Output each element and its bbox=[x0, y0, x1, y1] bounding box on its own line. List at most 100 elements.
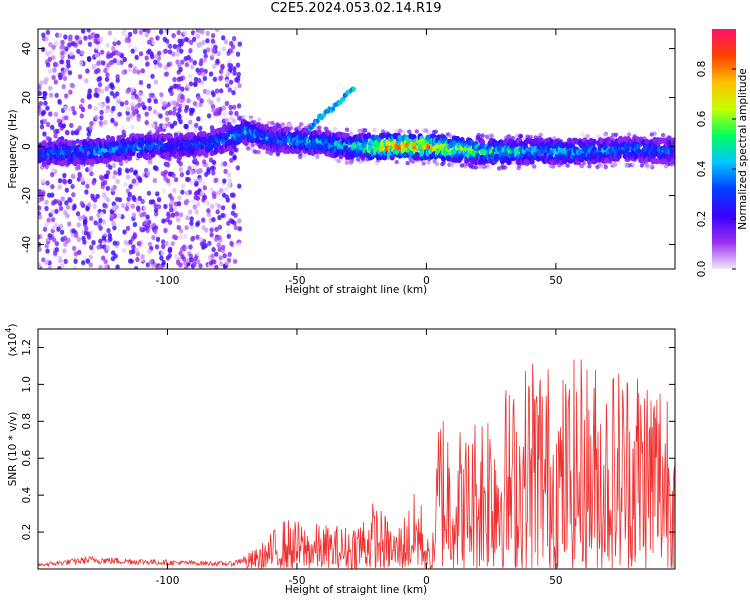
noise-blob bbox=[147, 105, 152, 112]
noise-blob bbox=[585, 133, 590, 139]
noise-blob bbox=[532, 164, 537, 169]
noise-blob bbox=[71, 174, 76, 180]
colorbar-tick-label: 0.4 bbox=[696, 160, 708, 177]
noise-blob bbox=[145, 61, 150, 67]
noise-blob bbox=[87, 88, 93, 94]
noise-blob bbox=[222, 253, 227, 259]
noise-blob bbox=[38, 234, 41, 240]
noise-blob bbox=[210, 33, 216, 39]
noise-blob bbox=[166, 62, 171, 68]
noise-blob bbox=[206, 47, 211, 53]
noise-blob bbox=[208, 260, 214, 266]
noise-blob bbox=[177, 113, 182, 119]
noise-blob bbox=[64, 187, 70, 193]
noise-blob bbox=[459, 163, 464, 168]
noise-blob bbox=[93, 38, 98, 44]
noise-blob bbox=[220, 244, 226, 250]
noise-blob bbox=[178, 250, 183, 256]
noise-blob bbox=[117, 111, 122, 117]
noise-blob bbox=[44, 222, 49, 228]
noise-blob bbox=[181, 102, 186, 108]
noise-blob bbox=[62, 179, 68, 185]
ridge-blob bbox=[560, 142, 566, 149]
ridge-blob bbox=[602, 144, 608, 151]
noise-blob bbox=[48, 85, 53, 91]
noise-blob bbox=[80, 98, 85, 104]
noise-blob bbox=[110, 117, 115, 123]
noise-blob bbox=[116, 51, 122, 57]
noise-blob bbox=[190, 236, 195, 242]
noise-blob bbox=[84, 189, 89, 195]
noise-blob bbox=[161, 243, 166, 250]
noise-blob bbox=[280, 122, 286, 127]
noise-blob bbox=[178, 228, 184, 234]
noise-blob bbox=[134, 54, 139, 61]
noise-blob bbox=[196, 95, 201, 101]
noise-blob bbox=[233, 85, 238, 91]
noise-blob bbox=[227, 87, 232, 93]
noise-blob bbox=[137, 176, 142, 182]
spectrogram-panel: -100 -50 0 50 -40 -20 0 20 40 Height of straigh… bbox=[7, 28, 676, 296]
noise-blob bbox=[236, 71, 241, 77]
noise-blob bbox=[148, 92, 153, 98]
noise-blob bbox=[65, 213, 70, 219]
x-tick-label: -100 bbox=[156, 275, 180, 287]
noise-blob bbox=[45, 248, 50, 254]
noise-blob bbox=[69, 122, 74, 128]
noise-blob bbox=[66, 237, 71, 243]
noise-blob bbox=[160, 250, 165, 256]
noise-blob bbox=[42, 95, 47, 101]
noise-blob bbox=[128, 258, 133, 264]
ridge-blob bbox=[366, 132, 372, 139]
noise-blob bbox=[91, 180, 96, 186]
noise-blob bbox=[70, 183, 75, 190]
noise-blob bbox=[40, 46, 46, 53]
noise-blob bbox=[112, 37, 118, 43]
noise-blob bbox=[186, 55, 191, 61]
noise-blob bbox=[221, 105, 226, 111]
noise-blob bbox=[130, 94, 136, 100]
noise-blob bbox=[140, 68, 145, 74]
noise-blob bbox=[63, 67, 69, 73]
colorbar-tick-label: 0.2 bbox=[696, 211, 708, 228]
noise-blob bbox=[214, 251, 219, 257]
noise-blob bbox=[645, 164, 650, 169]
noise-blob bbox=[39, 124, 45, 130]
noise-blob bbox=[152, 109, 158, 115]
noise-blob bbox=[480, 133, 485, 138]
noise-blob bbox=[220, 63, 225, 69]
noise-blob bbox=[95, 193, 100, 199]
noise-blob bbox=[177, 195, 182, 201]
noise-blob bbox=[53, 79, 58, 85]
noise-blob bbox=[192, 157, 198, 163]
noise-blob bbox=[217, 215, 222, 221]
noise-blob bbox=[139, 227, 145, 233]
noise-blob bbox=[111, 174, 117, 180]
noise-blob bbox=[58, 32, 63, 38]
noise-blob bbox=[191, 198, 196, 205]
noise-blob bbox=[193, 195, 198, 201]
ridge-blob bbox=[479, 138, 485, 145]
noise-blob bbox=[68, 197, 73, 203]
noise-blob bbox=[183, 260, 188, 266]
ridge-blob bbox=[672, 152, 675, 159]
noise-blob bbox=[106, 228, 111, 234]
noise-blob bbox=[178, 234, 183, 240]
noise-blob bbox=[101, 255, 106, 261]
noise-blob bbox=[136, 116, 141, 122]
noise-blob bbox=[202, 185, 207, 191]
noise-blob bbox=[624, 163, 629, 169]
noise-blob bbox=[171, 33, 176, 39]
noise-blob bbox=[224, 260, 230, 266]
noise-blob bbox=[503, 165, 508, 170]
noise-blob bbox=[132, 196, 137, 202]
noise-blob bbox=[154, 244, 160, 250]
noise-blob bbox=[164, 71, 169, 77]
noise-blob bbox=[209, 232, 214, 238]
noise-blob bbox=[104, 174, 110, 180]
ridge-blob bbox=[425, 134, 431, 141]
noise-blob bbox=[209, 203, 215, 209]
noise-blob bbox=[175, 259, 181, 265]
noise-blob bbox=[48, 92, 54, 98]
noise-blob bbox=[603, 164, 608, 170]
